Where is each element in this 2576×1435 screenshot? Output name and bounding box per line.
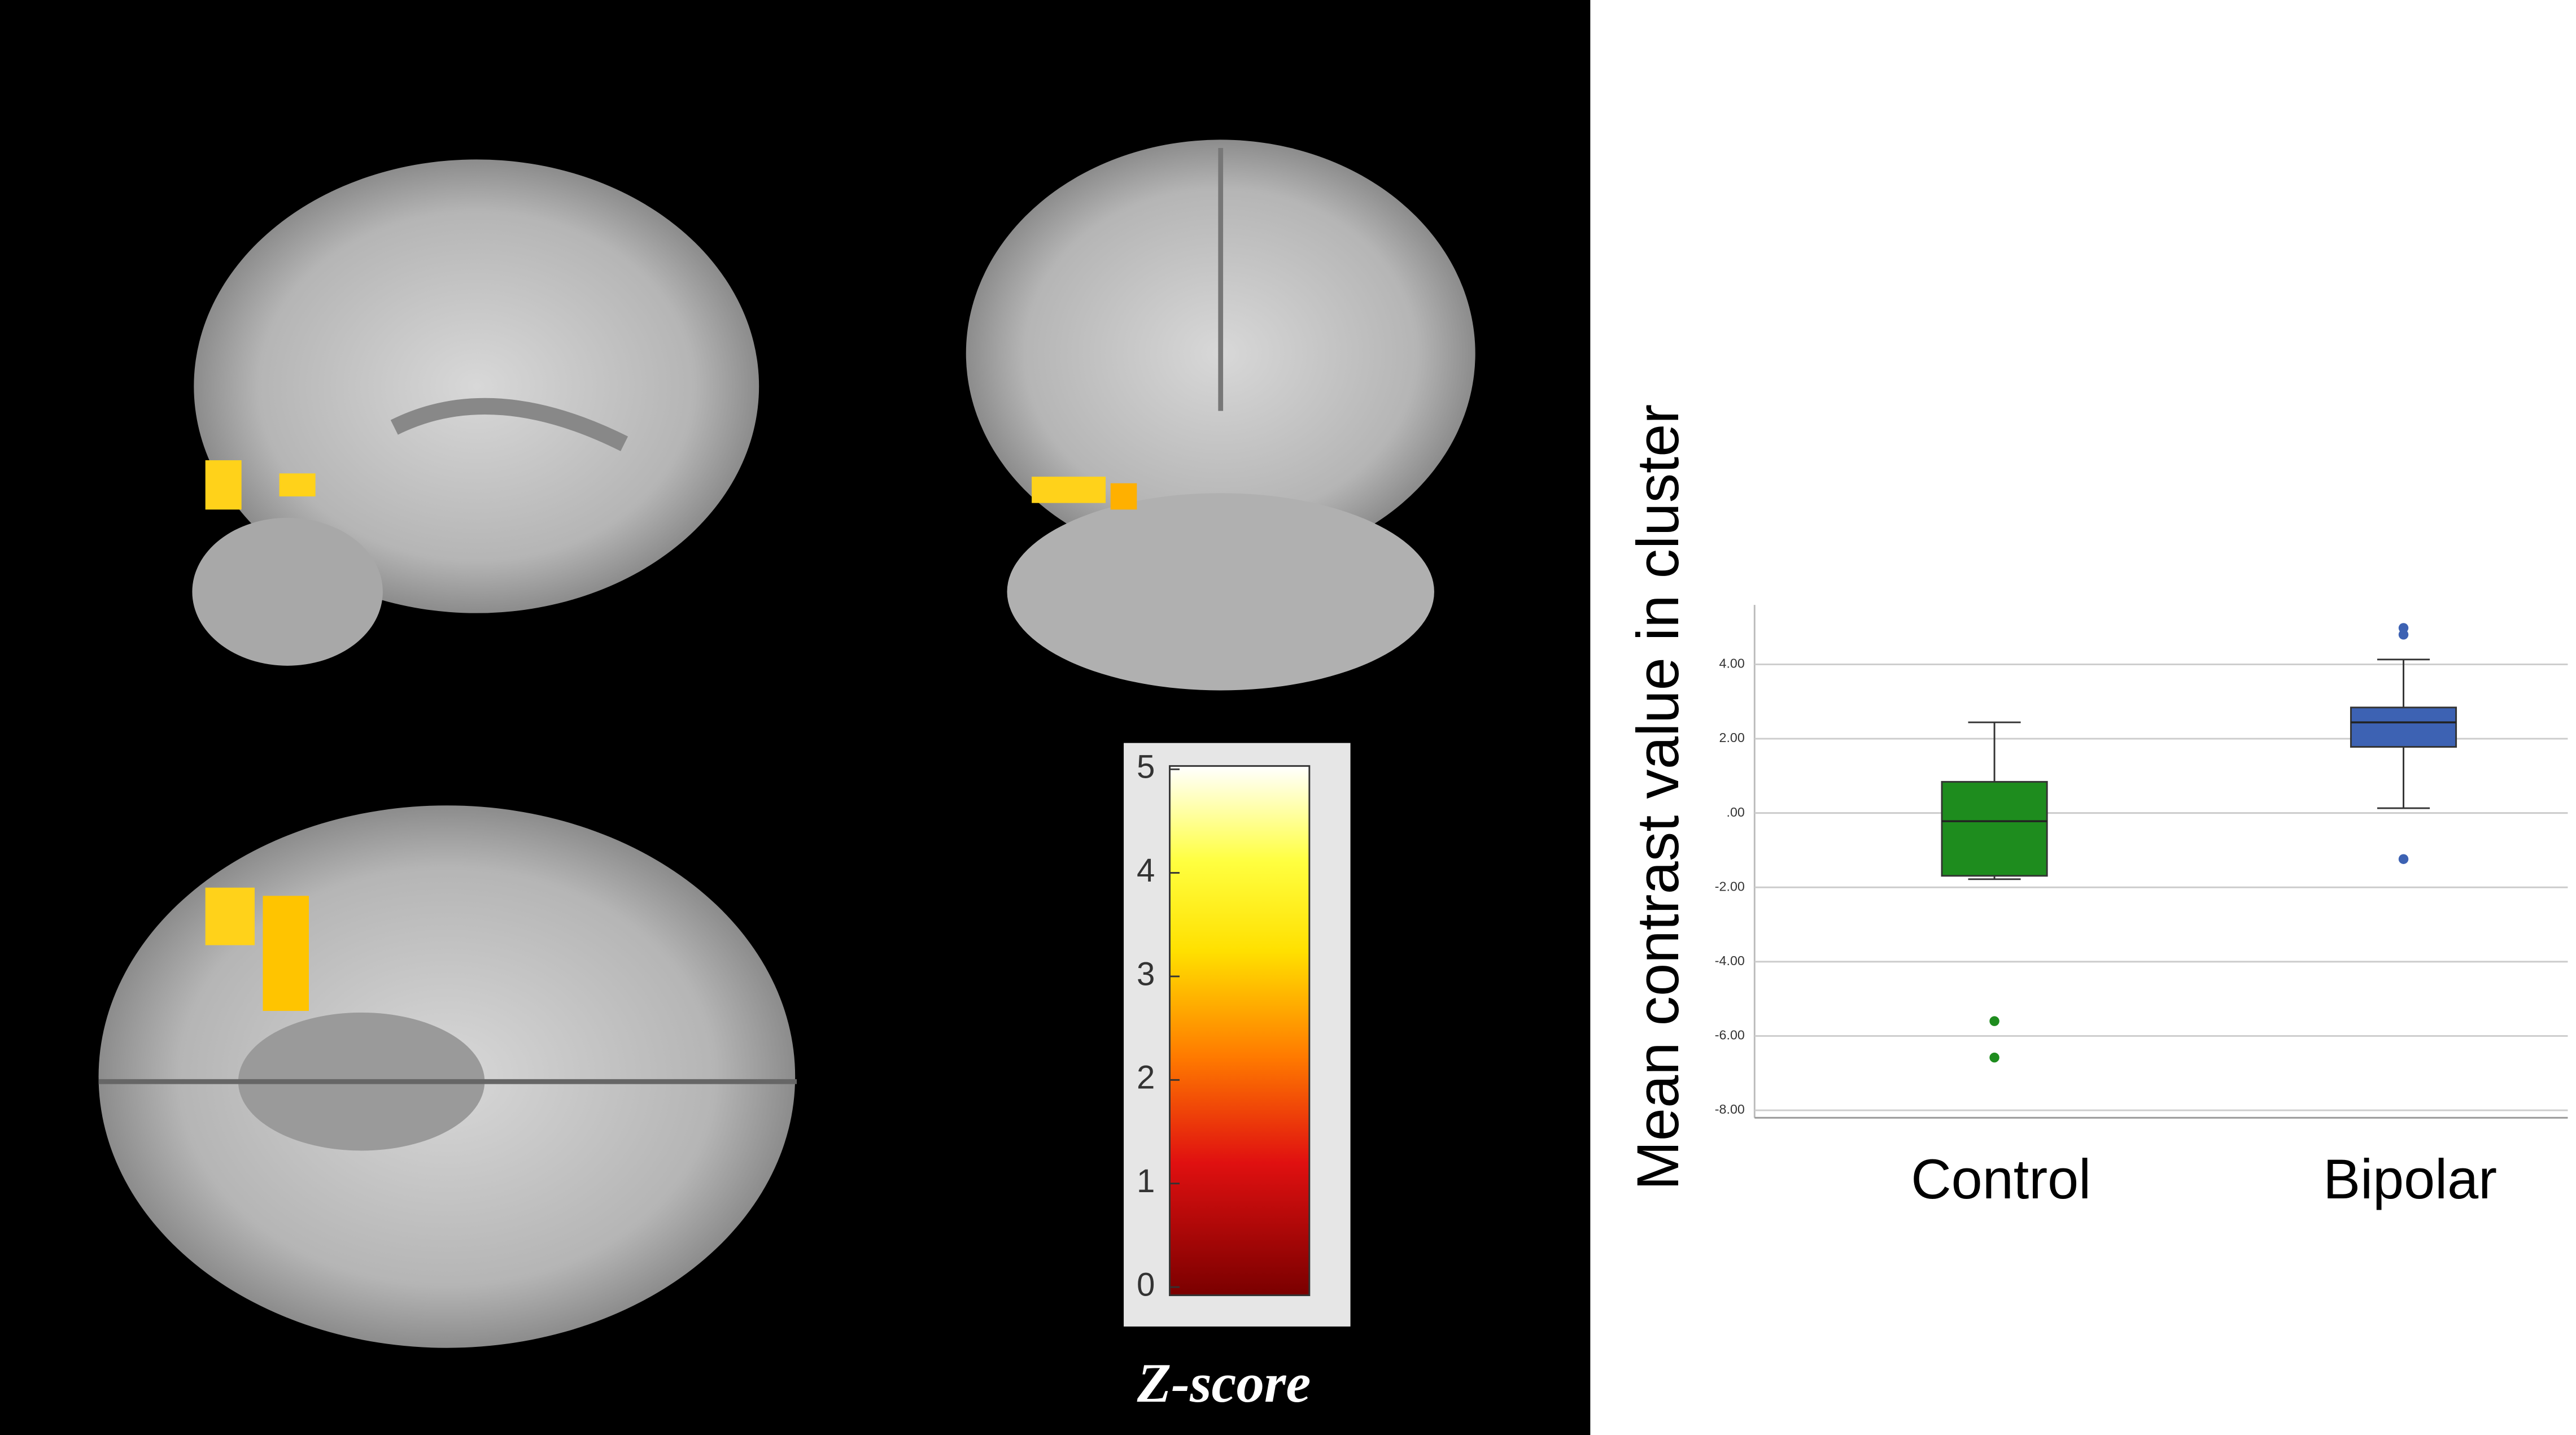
outlier <box>2398 630 2409 640</box>
brain-coronal <box>966 139 1475 691</box>
x-tick-label: Bipolar <box>2323 1148 2497 1210</box>
colorbar-tick-label: 3 <box>1137 956 1155 992</box>
y-tick-label: 4.00 <box>1719 656 1745 671</box>
y-tick-label: -6.00 <box>1715 1028 1745 1043</box>
colorbar-tick-label: 2 <box>1137 1059 1155 1096</box>
outlier <box>2398 854 2409 864</box>
y-axis-label: Mean contrast value in cluster <box>1625 404 1691 1190</box>
x-tick-label: Control <box>1911 1148 2091 1210</box>
brain-sagittal <box>192 159 759 666</box>
outlier <box>1989 1016 1999 1026</box>
brain-axial <box>98 805 797 1348</box>
y-tick-label: 2.00 <box>1719 730 1745 745</box>
y-tick-label: -4.00 <box>1715 953 1745 968</box>
y-tick-label: .00 <box>1726 805 1744 819</box>
y-tick-label: -8.00 <box>1715 1102 1745 1116</box>
colorbar-tick-label: 4 <box>1137 852 1155 889</box>
colorbar-tick-label: 0 <box>1137 1266 1155 1303</box>
box <box>1941 780 2048 877</box>
y-tick-label: -2.00 <box>1715 879 1745 893</box>
colorbar-title: Z-score <box>1137 1353 1311 1414</box>
colorbar-tick-label: 1 <box>1137 1163 1155 1200</box>
colorbar-tick-label: 5 <box>1137 749 1155 786</box>
outlier <box>1989 1052 1999 1063</box>
box <box>2350 706 2457 748</box>
colorbar <box>1169 765 1311 1297</box>
